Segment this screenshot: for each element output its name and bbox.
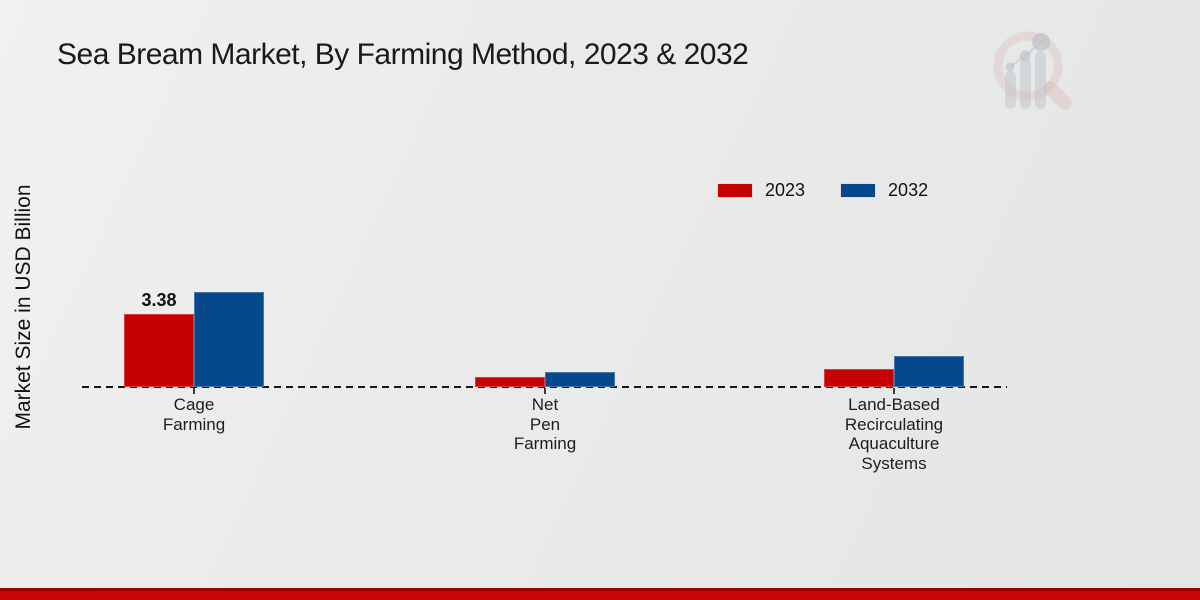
bar-2023-cage-farming — [124, 314, 194, 387]
legend-label-2023: 2023 — [765, 180, 806, 200]
legend: 2023 2032 — [718, 180, 928, 201]
category-label-net-pen-farming: Net Pen Farming — [513, 395, 577, 453]
bar-2032-land-based-recirculating-aquaculture-systems — [894, 356, 964, 387]
market-research-logo-watermark — [993, 31, 1072, 110]
bar-2023-land-based-recirculating-aquaculture-systems — [824, 369, 894, 387]
legend-swatch-2032 — [841, 184, 876, 197]
legend-item-2023: 2023 — [718, 180, 805, 201]
chart-title: Sea Bream Market, By Farming Method, 202… — [57, 38, 749, 71]
x-axis-tick — [544, 388, 546, 394]
bar-2023-net-pen-farming — [475, 377, 545, 387]
legend-label-2032: 2032 — [888, 180, 929, 200]
bar-value-label: 3.38 — [141, 290, 177, 310]
category-label-cage-farming: Cage Farming — [162, 395, 226, 434]
y-axis-label: Market Size in USD Billion — [12, 184, 35, 430]
bar-2032-cage-farming — [194, 292, 264, 387]
footer-red-band — [0, 588, 1200, 600]
x-axis-tick — [893, 388, 895, 394]
zero-baseline-dashed — [82, 386, 1007, 388]
bar-2032-net-pen-farming — [545, 372, 615, 387]
legend-swatch-2023 — [718, 184, 752, 197]
legend-item-2032: 2032 — [841, 180, 928, 201]
x-axis-tick — [193, 388, 195, 394]
category-label-land-based-recirculating-aquaculture-systems: Land-Based Recirculating Aquaculture Sys… — [844, 395, 944, 473]
